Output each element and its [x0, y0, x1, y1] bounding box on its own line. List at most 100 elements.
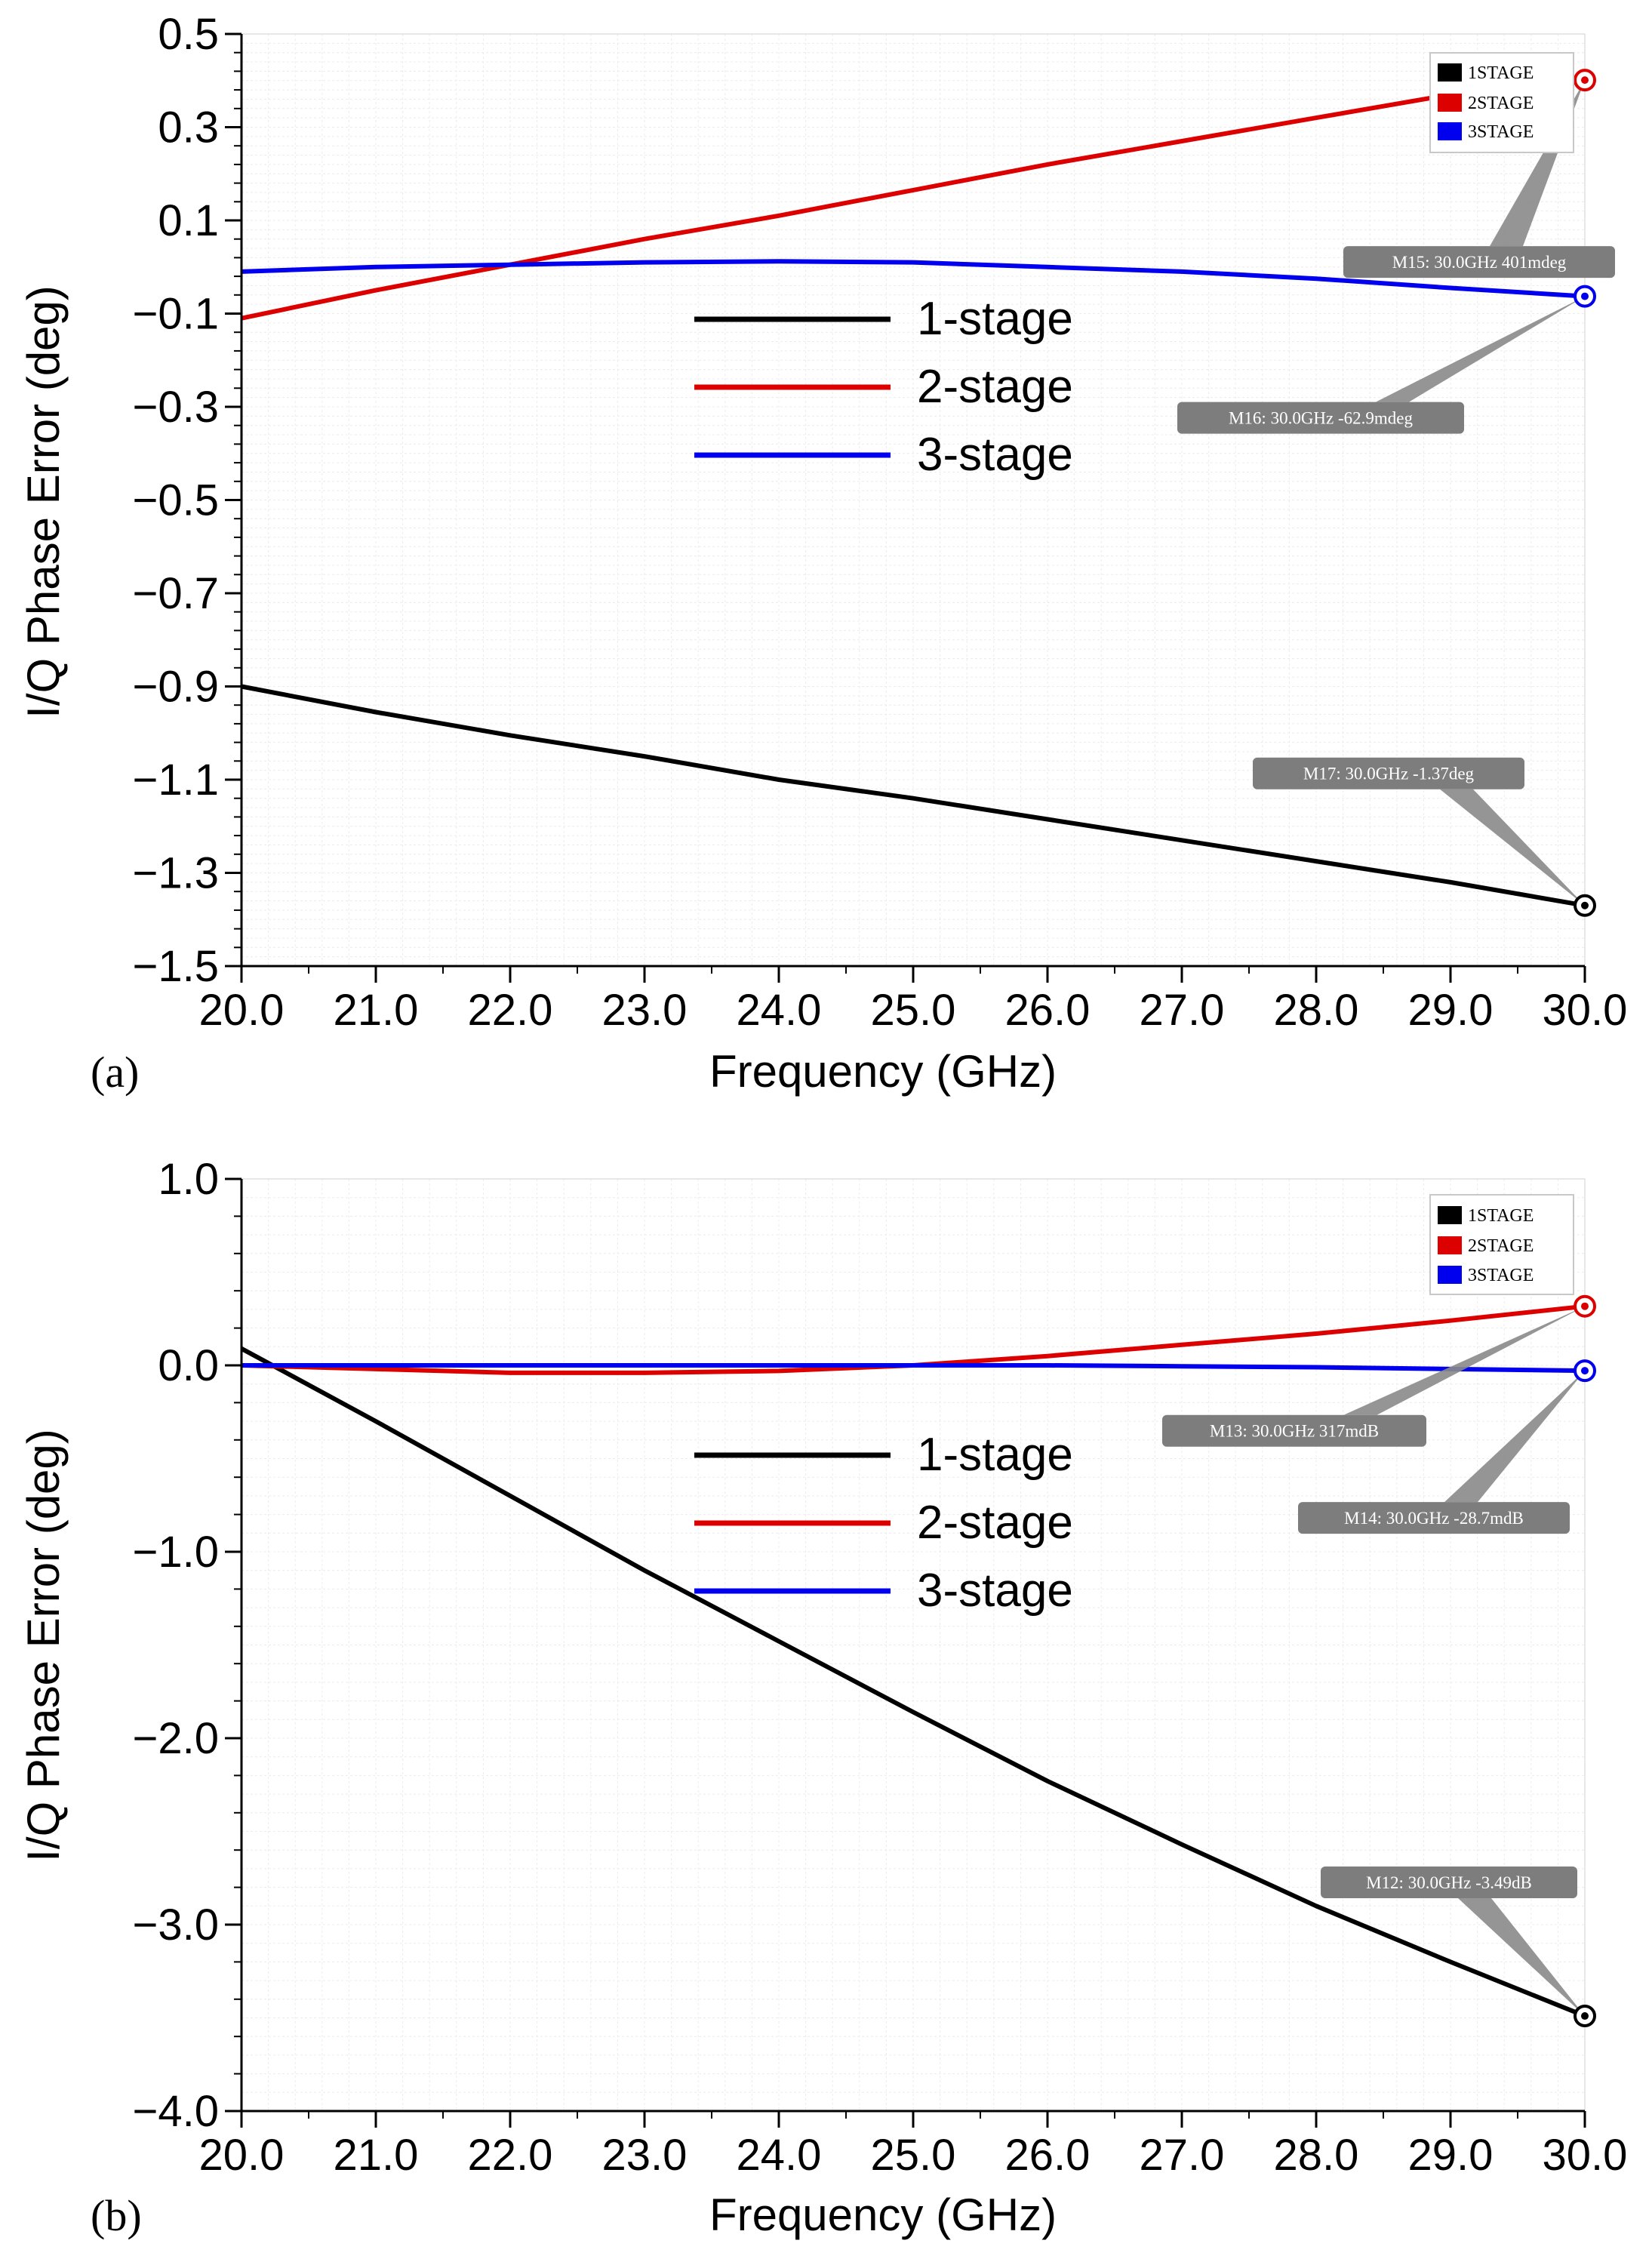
sim-legend-swatch-2stage-a — [1438, 94, 1462, 112]
y-tick-label: −2.0 — [133, 1714, 220, 1763]
sim-legend-label-1stage-b: 1STAGE — [1468, 1206, 1534, 1226]
marker-callout-pointer — [1458, 1898, 1585, 2017]
marker-label: M15: 30.0GHz 401mdeg — [1392, 253, 1567, 272]
y-ticks-b: 1.0 0.0 −1.0 −2.0 −3.0 −4.0 — [133, 1155, 241, 2136]
x-axis-title-b: Frequency (GHz) — [709, 2190, 1057, 2240]
y-tick-label: −0.3 — [133, 383, 220, 432]
x-ticks-a: 20.0 21.0 22.0 23.0 24.0 25.0 26.0 27.0 28.0 29.0… — [199, 966, 1628, 1035]
x-tick-label: 22.0 — [468, 986, 553, 1035]
legend-label-2stage-b: 2-stage — [917, 1497, 1073, 1549]
marker-callout-box — [1321, 1867, 1577, 1899]
marker-callout-box — [1177, 402, 1464, 434]
x-axis-title-a: Frequency (GHz) — [709, 1046, 1057, 1097]
y-tick-label: −0.1 — [133, 290, 220, 339]
marker-callout-box — [1343, 246, 1615, 279]
marker-label: M13: 30.0GHz 317mdB — [1210, 1422, 1379, 1441]
series-group-b — [240, 1303, 1586, 2018]
x-tick-label: 24.0 — [737, 986, 822, 1035]
y-tick-label: 0.1 — [158, 196, 219, 245]
x-tick-label: 22.0 — [468, 2131, 553, 2180]
x-tick-label: 29.0 — [1408, 986, 1494, 1035]
marker-callout-box — [1253, 757, 1524, 789]
y-tick-label: −0.9 — [133, 663, 220, 712]
marker-label: M12: 30.0GHz -3.49dB — [1366, 1873, 1532, 1892]
sim-legend-a: 1STAGE 2STAGE 3STAGE — [1429, 52, 1574, 153]
series-line-3-stage — [241, 259, 1586, 299]
y-tick-label: −1.5 — [133, 942, 220, 991]
marker-callout-pointer — [1444, 1371, 1585, 1503]
sim-legend-swatch-3stage-b — [1438, 1266, 1462, 1284]
legend-a: 1-stage 2-stage 3-stage — [694, 293, 1073, 481]
y-axis-title-a: I/Q Phase Error (deg) — [18, 285, 69, 719]
chart-panel-b: 1.00.0−1.0−2.0−3.0−4.0 20.0 21.0 22.0 23.0 2… — [18, 1155, 1627, 2240]
marker-point-center — [1581, 901, 1589, 909]
x-tick-label: 25.0 — [871, 986, 956, 1035]
marker-point-center — [1581, 292, 1589, 300]
x-tick-label: 25.0 — [871, 2131, 956, 2180]
marker-callout-pointer — [1343, 1306, 1585, 1415]
series-line-1-stage — [240, 1346, 1586, 2018]
x-tick-label: 20.0 — [199, 986, 285, 1035]
sim-legend-swatch-1stage-a — [1438, 63, 1462, 82]
marker-point-center — [1581, 1367, 1589, 1375]
x-tick-label: 27.0 — [1140, 986, 1225, 1035]
marker-callout-pointer — [1440, 789, 1585, 906]
x-tick-label: 29.0 — [1408, 2131, 1494, 2180]
marker-callout-box — [1298, 1502, 1570, 1534]
x-tick-label: 20.0 — [199, 2131, 285, 2180]
y-tick-label: −0.7 — [133, 569, 220, 618]
legend-label-2stage-a: 2-stage — [917, 361, 1073, 413]
marker-point-center — [1581, 76, 1589, 85]
x-tick-label: 28.0 — [1274, 2131, 1359, 2180]
x-tick-label: 27.0 — [1140, 2131, 1225, 2180]
x-tick-label: 26.0 — [1005, 986, 1091, 1035]
y-ticks-a: 0.5 0.3 0.1 −0.1 −0.3 −0.5 −0.7 −0.9 −1.1 −1.3 −1.… — [133, 10, 241, 991]
y-tick-label: 0.0 — [158, 1341, 219, 1390]
x-tick-label: 21.0 — [334, 986, 419, 1035]
x-tick-label: 21.0 — [334, 2131, 419, 2180]
x-tick-label: 23.0 — [602, 986, 688, 1035]
marker-label: M17: 30.0GHz -1.37deg — [1303, 765, 1475, 783]
y-tick-label: 1.0 — [158, 1155, 219, 1204]
marker-label: M14: 30.0GHz -28.7mdB — [1344, 1509, 1524, 1528]
y-tick-label: −1.3 — [133, 849, 220, 898]
legend-b: 1-stage 2-stage 3-stage — [694, 1429, 1073, 1617]
y-tick-label: 0.3 — [158, 103, 219, 152]
y-tick-label: −1.0 — [133, 1528, 220, 1577]
panel-label-b: (b) — [91, 2191, 142, 2240]
x-tick-label: 24.0 — [737, 2131, 822, 2180]
marker-point-center — [1581, 2012, 1589, 2020]
legend-label-1stage-a: 1-stage — [917, 293, 1073, 345]
legend-label-3stage-b: 3-stage — [917, 1565, 1073, 1617]
sim-legend-label-2stage-b: 2STAGE — [1468, 1236, 1534, 1256]
marker-callout-pointer — [1376, 296, 1585, 402]
x-tick-label: 26.0 — [1005, 2131, 1091, 2180]
marker-point-center — [1581, 1302, 1589, 1310]
grid-a — [241, 33, 1586, 967]
x-tick-label: 30.0 — [1543, 986, 1628, 1035]
legend-label-1stage-b: 1-stage — [917, 1429, 1073, 1481]
series-line-3-stage — [241, 1363, 1586, 1374]
y-axis-title-b: I/Q Phase Error (deg) — [18, 1429, 69, 1862]
series-line-1-stage — [241, 684, 1586, 908]
sim-legend-b: 1STAGE 2STAGE 3STAGE — [1429, 1194, 1574, 1295]
sim-legend-swatch-1stage-b — [1438, 1206, 1462, 1224]
sim-legend-label-1stage-a: 1STAGE — [1468, 63, 1534, 83]
x-tick-label: 30.0 — [1543, 2131, 1628, 2180]
legend-label-3stage-a: 3-stage — [917, 429, 1073, 481]
markers-b: M13: 30.0GHz 317mdB M14: 30.0GHz -28.7mdB… — [1162, 1294, 1596, 2028]
marker-callout-box — [1162, 1414, 1426, 1447]
sim-legend-swatch-3stage-a — [1438, 122, 1462, 140]
markers-a: M15: 30.0GHz 401mdeg M16: 30.0GHz -62.9md… — [1177, 69, 1615, 917]
sim-legend-swatch-2stage-b — [1438, 1236, 1462, 1254]
x-tick-label: 23.0 — [602, 2131, 688, 2180]
sim-legend-label-2stage-a: 2STAGE — [1468, 94, 1534, 113]
y-tick-label: 0.5 — [158, 10, 219, 59]
y-tick-label: −0.5 — [133, 476, 220, 525]
y-tick-label: −4.0 — [133, 2087, 220, 2136]
x-tick-label: 28.0 — [1274, 986, 1359, 1035]
panel-label-a: (a) — [91, 1048, 139, 1097]
chart-panel-a: 0.5 0.3 0.1 −0.1 −0.3 −0.5 −0.7 −0.9 −1.1 −1.3 −1.… — [18, 10, 1627, 1097]
y-tick-label: −1.1 — [133, 756, 220, 805]
